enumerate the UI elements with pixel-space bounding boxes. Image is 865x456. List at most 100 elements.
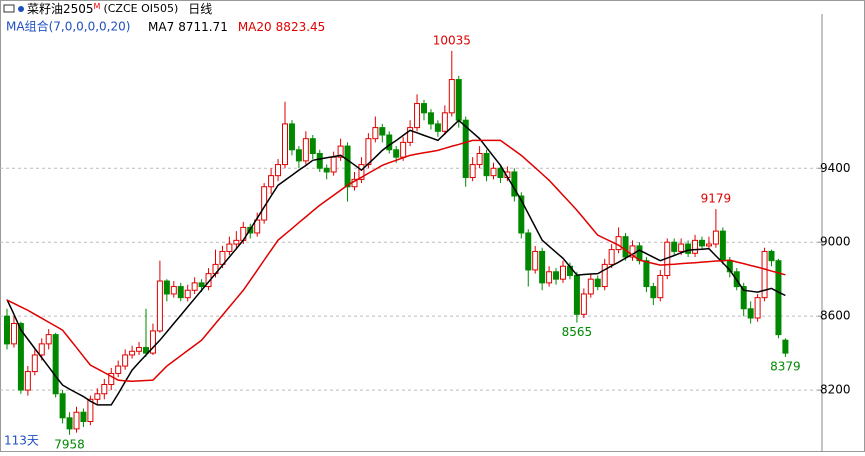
legend-name: MA20 — [238, 20, 272, 34]
candle-body — [434, 123, 441, 132]
candle-body — [295, 149, 302, 162]
candle-body — [10, 323, 17, 345]
candle-body — [427, 112, 434, 125]
candle-body — [761, 250, 768, 299]
candle-body — [455, 79, 462, 121]
candle-body — [288, 123, 295, 151]
candle-body — [170, 286, 177, 295]
candle-body — [782, 339, 789, 354]
candle-body — [685, 243, 692, 254]
candle-body — [448, 79, 455, 114]
candle-body — [768, 250, 775, 262]
candle-body — [122, 354, 129, 367]
candle-body — [476, 152, 483, 166]
candle-body — [469, 164, 476, 179]
candle-body — [87, 398, 94, 423]
candle-body — [539, 250, 546, 284]
candle-body — [490, 167, 497, 177]
candle-body — [52, 334, 59, 395]
legend-value: 8823.45 — [276, 20, 326, 34]
candle-body — [24, 371, 31, 391]
low-label: 8379 — [770, 359, 801, 373]
legend-entry: MA20 8823.45 — [238, 20, 325, 34]
candle-body — [330, 156, 337, 173]
high-label: 9179 — [701, 192, 732, 206]
candle-body — [587, 278, 594, 295]
candle-body — [45, 334, 52, 345]
candle-body — [580, 293, 587, 315]
indicator[interactable]: MA组合(7,0,0,0,0,20) — [6, 19, 130, 34]
candle-body — [754, 297, 761, 319]
candle-body — [414, 103, 421, 129]
candle-body — [678, 243, 685, 252]
candle-body — [671, 241, 678, 252]
candle-body — [525, 232, 532, 271]
candle-body — [692, 239, 699, 254]
candle-body — [483, 152, 490, 177]
candle-body — [17, 323, 24, 391]
candle-body — [31, 354, 38, 373]
candle-body — [233, 239, 240, 245]
period[interactable]: 日线 — [188, 2, 212, 16]
window-icon[interactable] — [3, 4, 15, 13]
legend: MA7 8711.71 MA20 8823.45 — [148, 20, 325, 34]
candle-body — [143, 347, 149, 354]
candle-body — [553, 271, 560, 280]
candle-body — [149, 330, 156, 354]
candle-body — [643, 260, 650, 288]
candle-body — [372, 127, 379, 140]
high-label: 10035 — [433, 33, 471, 47]
candle-body — [226, 243, 233, 252]
symbol-suffix: M — [94, 2, 101, 11]
low-label: 7958 — [54, 437, 85, 451]
candle-body — [94, 393, 101, 400]
candle-body — [323, 167, 330, 173]
symbol: 菜籽油2505 — [27, 2, 94, 16]
candle-body — [462, 119, 469, 179]
candle-body — [573, 274, 580, 315]
legend-entry: MA7 8711.71 — [148, 20, 228, 34]
candle-body — [4, 315, 10, 345]
candle-body — [747, 308, 754, 319]
low-label: 8565 — [562, 325, 593, 339]
candle-body — [622, 236, 629, 258]
candle-body — [740, 286, 747, 310]
candle-body — [156, 280, 163, 332]
candle-body — [101, 384, 108, 395]
header: 菜籽油2505M (CZCE OI505) 日线 — [27, 2, 212, 16]
candle-body — [309, 138, 316, 154]
candle-body — [699, 239, 705, 247]
dot-icon — [18, 6, 24, 12]
candle-body — [594, 278, 601, 288]
candle-body — [497, 167, 504, 179]
candle-body — [657, 274, 664, 299]
candle-body — [358, 164, 365, 180]
candle-body — [268, 175, 275, 188]
y-tick-label: 8200 — [820, 383, 851, 397]
candle-body — [108, 372, 115, 386]
y-tick-label: 8600 — [820, 309, 851, 323]
candle-body — [705, 243, 712, 247]
candle-body — [608, 249, 615, 265]
candle-body — [532, 250, 539, 271]
candle-body — [615, 236, 622, 251]
candle-body — [59, 393, 66, 419]
candle-body — [254, 219, 261, 234]
candle-body — [302, 138, 309, 162]
candle-body — [650, 286, 657, 299]
y-tick-label: 9400 — [820, 161, 851, 175]
candle-body — [177, 286, 184, 299]
candle-body — [282, 123, 288, 166]
code: (CZCE OI505) — [103, 2, 178, 15]
candle-body — [518, 195, 525, 234]
candle-body — [365, 138, 372, 166]
candle-body — [393, 149, 400, 158]
candle-body — [129, 350, 136, 356]
legend-value: 8711.71 — [178, 20, 228, 34]
candle-body — [379, 127, 386, 136]
candle-body — [719, 230, 726, 262]
candle-body — [712, 230, 719, 245]
candle-body — [163, 280, 170, 295]
candle-body — [191, 282, 198, 291]
